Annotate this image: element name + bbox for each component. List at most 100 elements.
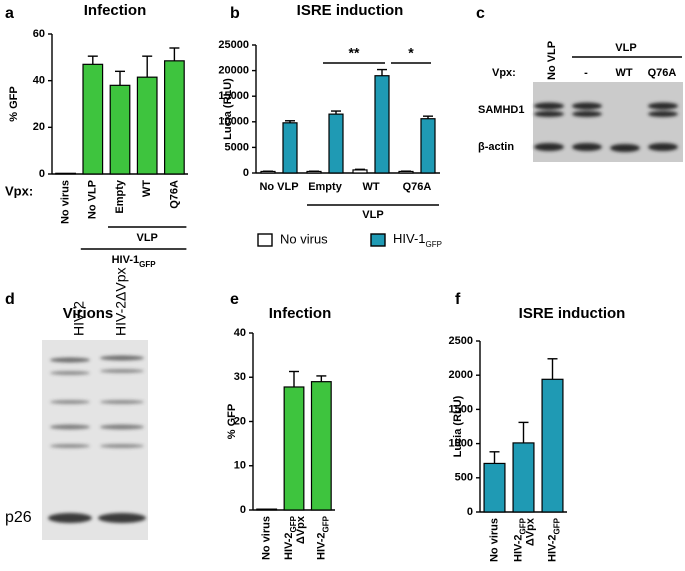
blot-title: Virions (63, 305, 114, 322)
chart-title: ISRE induction (297, 2, 404, 19)
protein-label: SAMHD1 (478, 104, 524, 116)
x-tick-label-line2: ΔVpx (295, 515, 307, 544)
lane-label: - (584, 67, 588, 79)
vpx-label: Vpx: (5, 183, 33, 198)
x-tick-label: WT (362, 181, 379, 193)
x-tick-label: No virus (261, 516, 273, 560)
legend-label: No virus (280, 231, 328, 246)
y-axis-label: Lucia (RLU) (452, 395, 464, 457)
bar (352, 169, 368, 174)
x-tick-label: Q76A (168, 180, 180, 209)
bar (541, 378, 564, 513)
y-axis-label: % GFP (8, 86, 20, 121)
x-tick-label: Empty (308, 181, 343, 193)
group-label: HIV-1GFP (112, 254, 157, 269)
error-bar (423, 115, 433, 119)
y-tick-label: 500 (455, 472, 473, 484)
x-tick-label-sub: GFP (289, 515, 298, 532)
legend-swatch (257, 233, 273, 247)
bar (374, 75, 390, 174)
legend-label-main: HIV-1 (393, 231, 426, 246)
bar (164, 60, 185, 175)
x-tick-label-line2: ΔVpx (524, 517, 536, 546)
bar (109, 84, 131, 175)
error-bar (377, 68, 387, 76)
x-tick-label: HIV-2GFP (512, 517, 527, 562)
y-tick-label: 30 (234, 371, 246, 383)
x-tick-label-sub: GFP (321, 515, 330, 532)
x-tick-label: No VLP (87, 180, 99, 219)
y-tick-label: 0 (467, 506, 473, 518)
bar (328, 113, 344, 174)
error-bar (285, 120, 295, 123)
chart-title: Infection (269, 305, 332, 322)
group-label: VLP (362, 209, 383, 221)
x-tick-label: No VLP (259, 181, 298, 193)
legend-label-sub: GFP (426, 240, 442, 249)
x-tick-label-sub: GFP (552, 517, 561, 534)
bar (512, 442, 535, 513)
bands (534, 102, 678, 152)
bar (256, 508, 278, 511)
chart-title: Infection (84, 2, 147, 19)
error-bar (142, 55, 153, 78)
y-tick-label: 0 (243, 167, 249, 179)
y-tick-label: 2000 (449, 369, 473, 381)
y-tick-label: 0 (39, 168, 45, 180)
error-bar (169, 47, 180, 61)
error-bar (87, 55, 98, 65)
error-bar (489, 451, 500, 464)
group-label-sub: GFP (139, 260, 156, 269)
panel-letter: f (455, 291, 461, 308)
blot-d: d Virions HIV-2 HIV-2ΔVpx p26 (5, 268, 148, 540)
panel-letter: c (476, 5, 485, 22)
x-tick-label: HIV-2GFP (283, 515, 298, 560)
panel-letter: e (230, 291, 239, 308)
bar (136, 76, 158, 175)
x-tick-label: WT (141, 180, 153, 197)
y-tick-label: 40 (234, 327, 246, 339)
y-tick-label: 10 (234, 460, 246, 472)
x-tick-label: HIV-2GFP (315, 515, 330, 560)
bar (420, 118, 436, 174)
bands (48, 355, 146, 523)
legend-label: HIV-1GFP (393, 231, 442, 248)
y-axis-label: Lucia (RLU) (222, 78, 234, 140)
y-tick-label: 25000 (218, 39, 249, 51)
error-bar (355, 168, 365, 171)
error-bar (547, 358, 558, 380)
x-tick-label: Empty (114, 179, 126, 214)
y-tick-label: 10000 (218, 116, 249, 128)
panel-letter: b (230, 5, 240, 22)
x-tick-label-main: HIV-2 (546, 534, 558, 562)
error-bar (518, 421, 529, 443)
y-tick-label: 20 (234, 415, 246, 427)
group-label: VLP (136, 232, 157, 244)
lane-label: WT (615, 67, 632, 79)
panel-letter: a (5, 5, 14, 22)
legend-swatch (370, 233, 386, 247)
protein-label: p26 (5, 509, 32, 526)
y-tick-label: 1000 (449, 438, 473, 450)
bar (483, 462, 506, 513)
error-bar (289, 370, 299, 387)
x-tick-label: HIV-2GFP (546, 517, 561, 562)
lane-label: No VLP (546, 41, 558, 80)
error-bar (115, 70, 125, 86)
group-label-main: HIV-1 (112, 254, 140, 266)
error-bar (331, 110, 341, 115)
y-tick-label: 2500 (449, 335, 473, 347)
y-tick-label: 5000 (225, 141, 249, 153)
y-tick-label: 60 (33, 28, 45, 40)
bar (55, 172, 76, 175)
y-tick-label: 40 (33, 75, 45, 87)
bar (310, 381, 332, 511)
chart-title: ISRE induction (519, 305, 626, 322)
x-tick-label: Q76A (403, 181, 432, 193)
blot-c: c No VLP VLP Vpx: - WT Q76A SAMHD1 β-act… (476, 5, 683, 162)
error-bar (316, 375, 327, 382)
significance-label: ** (349, 45, 360, 61)
x-tick-label-main: HIV-2 (283, 532, 295, 560)
x-tick-label-sub: GFP (518, 517, 527, 534)
lane-label: Q76A (648, 67, 677, 79)
